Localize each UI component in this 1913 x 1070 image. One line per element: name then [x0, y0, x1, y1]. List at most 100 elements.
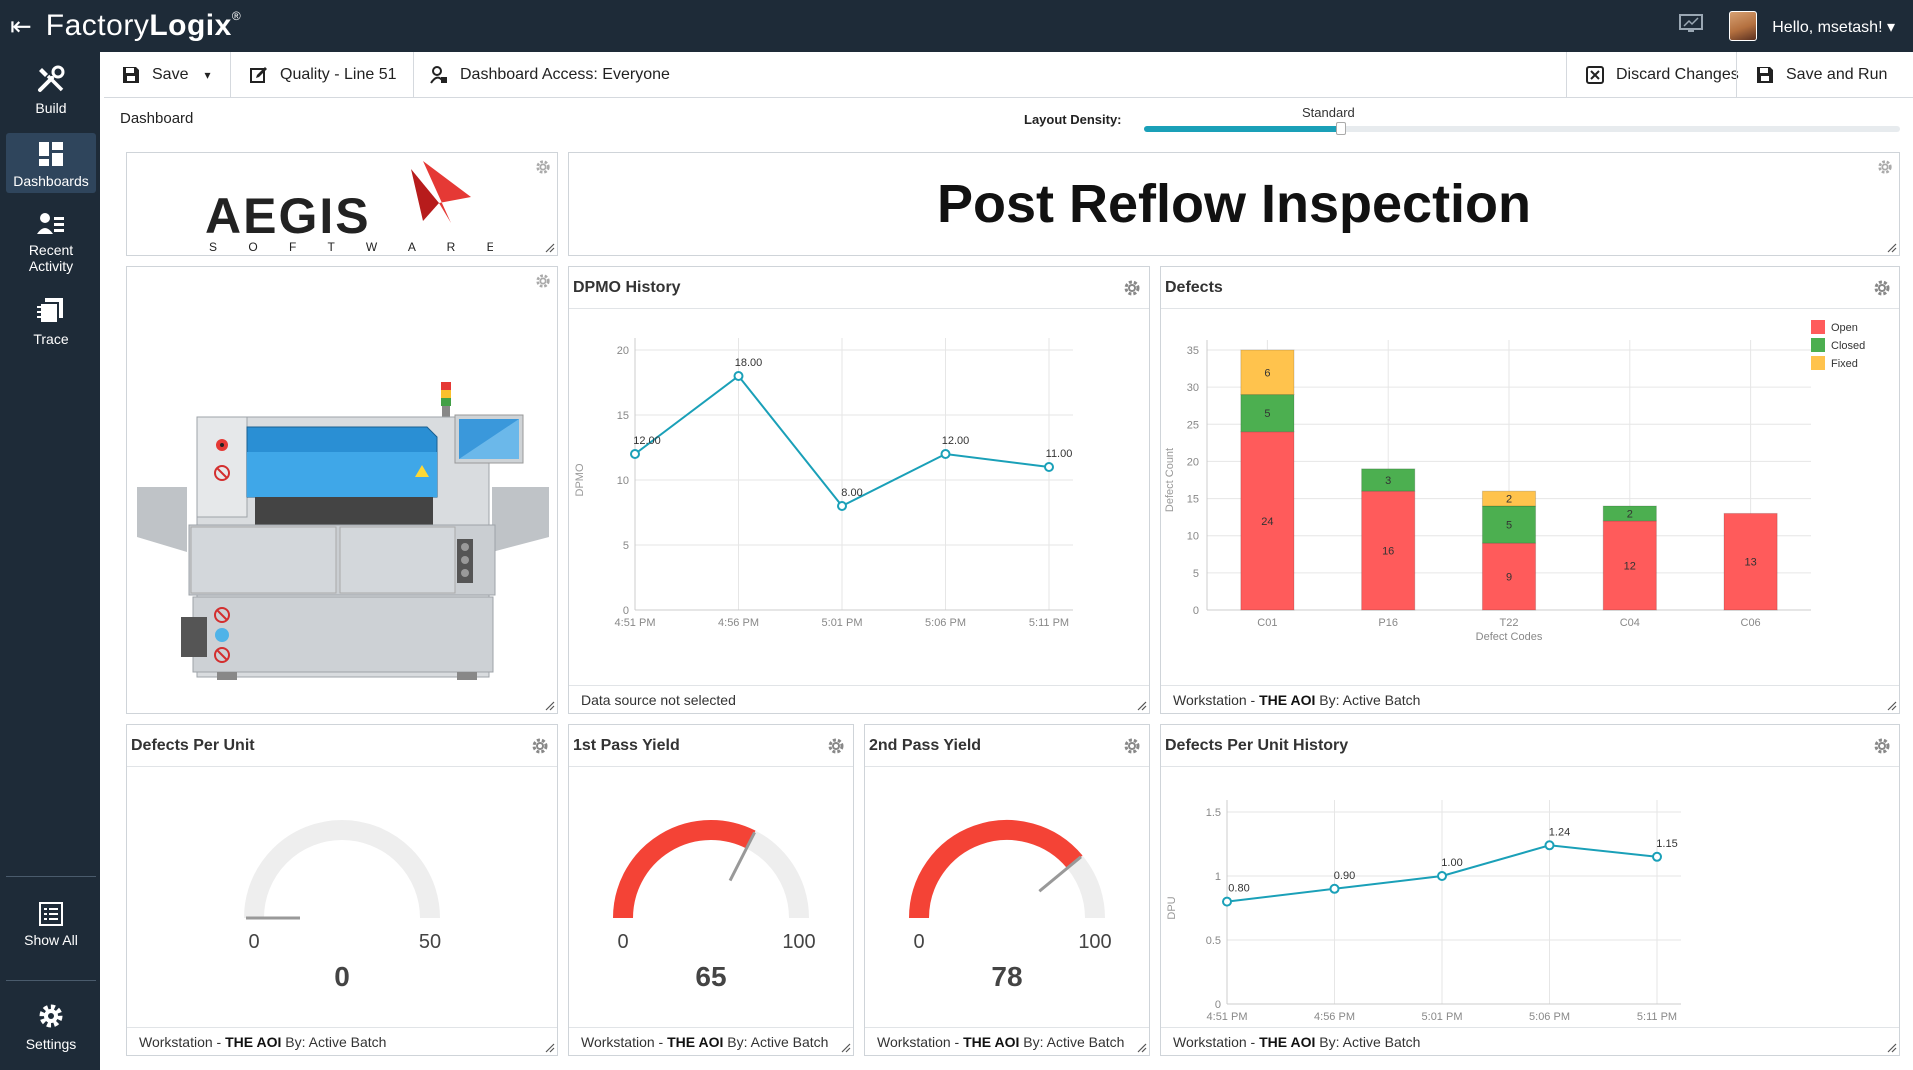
brand-name: FactoryLogix® — [45, 9, 242, 42]
x-tick-label: C04 — [1620, 617, 1640, 629]
y-tick-label: 1 — [1215, 871, 1221, 883]
x-tick-label: 5:11 PM — [1637, 1011, 1677, 1023]
save-button[interactable]: Save ▾ — [122, 52, 211, 98]
second-pass-yield-gauge: 0 100 — [909, 820, 1112, 953]
gear-icon[interactable] — [1123, 279, 1141, 297]
dashboard-access-button[interactable]: Dashboard Access: Everyone — [430, 52, 670, 98]
x-tick-label: 4:51 PM — [615, 617, 656, 629]
data-label: 0.80 — [1228, 883, 1249, 895]
svg-text:S O F T W A R E: S O F T W A R E — [209, 240, 493, 253]
dashboard-header: Dashboard Layout Density: Standard — [104, 98, 1913, 140]
sidebar-item-dashboards[interactable]: Dashboards — [6, 133, 96, 193]
defects-per-unit-widget: Defects Per Unit 0 50 0 Workstation - THE… — [126, 724, 558, 1056]
resize-handle-icon[interactable] — [841, 1043, 851, 1053]
gauge-max-label: 100 — [782, 931, 815, 953]
legend-swatch — [1811, 356, 1825, 370]
widget-title: DPMO History — [573, 279, 681, 296]
widget-footer: Workstation - THE AOI By: Active Batch — [569, 1027, 853, 1055]
gear-icon[interactable] — [827, 737, 845, 755]
gear-icon[interactable] — [1877, 159, 1893, 175]
dashboard-name-button[interactable]: Quality - Line 51 — [250, 52, 397, 98]
resize-handle-icon[interactable] — [1887, 243, 1897, 253]
first-pass-yield-widget: 1st Pass Yield 0 100 65 Workstation - THE… — [568, 724, 854, 1056]
top-bar: ⇤ FactoryLogix® Hello, msetash! ▾ — [0, 0, 1913, 52]
dpu-gauge: 0 50 — [244, 820, 441, 953]
user-lock-icon — [430, 66, 447, 84]
y-tick-label: 10 — [1187, 531, 1199, 543]
widget-title: Defects Per Unit History — [1165, 737, 1349, 754]
legend-label: Closed — [1831, 340, 1865, 352]
widget-title: 1st Pass Yield — [573, 737, 680, 754]
y-tick-label: 15 — [1187, 494, 1199, 506]
save-and-run-button[interactable]: Save and Run — [1756, 52, 1887, 98]
slider-handle[interactable] — [1335, 122, 1346, 135]
app-logo[interactable]: ⇤ FactoryLogix® — [10, 9, 241, 43]
widget-header: Defects Per Unit — [127, 725, 557, 767]
avatar[interactable] — [1729, 11, 1757, 41]
y-axis-label: DPMO — [574, 463, 586, 496]
x-tick-label: 4:56 PM — [718, 617, 759, 629]
gear-icon[interactable] — [1873, 737, 1891, 755]
logo-widget: AEGIS S O F T W A R E — [126, 152, 558, 256]
gauge-fill — [613, 820, 756, 919]
x-tick-label: 5:06 PM — [925, 617, 966, 629]
resize-handle-icon[interactable] — [545, 243, 555, 253]
widget-header: 2nd Pass Yield — [865, 725, 1149, 767]
dpu-history-widget: Defects Per Unit History 0 0.5 1 1.5 4:51 PM… — [1160, 724, 1900, 1056]
legend-swatch — [1811, 320, 1825, 334]
x-tick-label: T22 — [1500, 617, 1519, 629]
sidebar-item-build[interactable]: Build — [6, 64, 96, 122]
data-label: 5 — [1506, 520, 1512, 532]
x-tick-label: 4:51 PM — [1207, 1011, 1248, 1023]
gear-icon[interactable] — [531, 737, 549, 755]
legend-label: Open — [1831, 322, 1858, 334]
tools-icon — [38, 65, 65, 92]
y-axis-label: DPU — [1166, 896, 1178, 919]
data-label: 6 — [1264, 367, 1270, 379]
resize-handle-icon[interactable] — [1887, 701, 1897, 711]
gear-icon[interactable] — [1123, 737, 1141, 755]
widget-header: Defects — [1161, 267, 1899, 309]
bar-segment-open — [1723, 512, 1778, 611]
defects-stacked-bar-chart: 0 5 10 15 20 25 30 35 24 5 6 C01 16 3 P16 9 5 2 T22 12 2 C04 1… — [1164, 320, 1865, 640]
discard-changes-button[interactable]: Discard Changes — [1586, 52, 1739, 98]
y-tick-label: 5 — [1193, 568, 1199, 580]
bar-segment-closed — [1240, 394, 1295, 433]
chevron-down-icon[interactable]: ▾ — [204, 68, 211, 82]
gauge-value: 65 — [695, 961, 727, 992]
layout-density-slider[interactable] — [1144, 122, 1900, 135]
data-label: 1.00 — [1441, 857, 1462, 869]
resize-handle-icon[interactable] — [545, 1043, 555, 1053]
bar-segment-closed — [1481, 505, 1537, 544]
resize-handle-icon[interactable] — [1137, 1043, 1147, 1053]
title-widget: Post Reflow Inspection — [568, 152, 1900, 256]
resize-handle-icon[interactable] — [545, 701, 555, 711]
monitor-icon[interactable] — [1679, 14, 1703, 34]
data-label: 8.00 — [841, 487, 862, 499]
resize-handle-icon[interactable] — [1887, 1043, 1897, 1053]
gauge-needle — [1038, 855, 1082, 893]
aoi-machine-illustration — [137, 382, 549, 680]
data-label: 13 — [1744, 557, 1756, 569]
data-point — [630, 449, 640, 459]
data-label: 0.90 — [1334, 870, 1355, 882]
widget-title: 2nd Pass Yield — [869, 737, 982, 754]
sidebar-item-trace[interactable]: Trace — [6, 297, 96, 357]
y-tick-label: 30 — [1187, 382, 1199, 394]
y-axis-label: Defect Count — [1164, 448, 1176, 512]
resize-handle-icon[interactable] — [1137, 701, 1147, 711]
user-menu[interactable]: Hello, msetash! ▾ — [1772, 19, 1895, 36]
sidebar-item-show-all[interactable]: Show All — [6, 902, 96, 962]
data-point — [940, 449, 951, 459]
sidebar-item-settings[interactable]: Settings — [6, 1002, 96, 1062]
gear-icon[interactable] — [535, 273, 551, 289]
gauge-track — [244, 820, 440, 919]
bar-segment-closed — [1602, 505, 1657, 522]
sidebar-divider — [6, 980, 96, 981]
collapse-arrow-icon[interactable]: ⇤ — [10, 10, 32, 41]
gear-icon[interactable] — [1873, 279, 1891, 297]
sidebar-item-recent-activity[interactable]: Recent Activity — [6, 212, 96, 282]
widget-header: 1st Pass Yield — [569, 725, 853, 767]
gear-icon[interactable] — [535, 159, 551, 175]
x-tick-label: 4:56 PM — [1314, 1011, 1355, 1023]
